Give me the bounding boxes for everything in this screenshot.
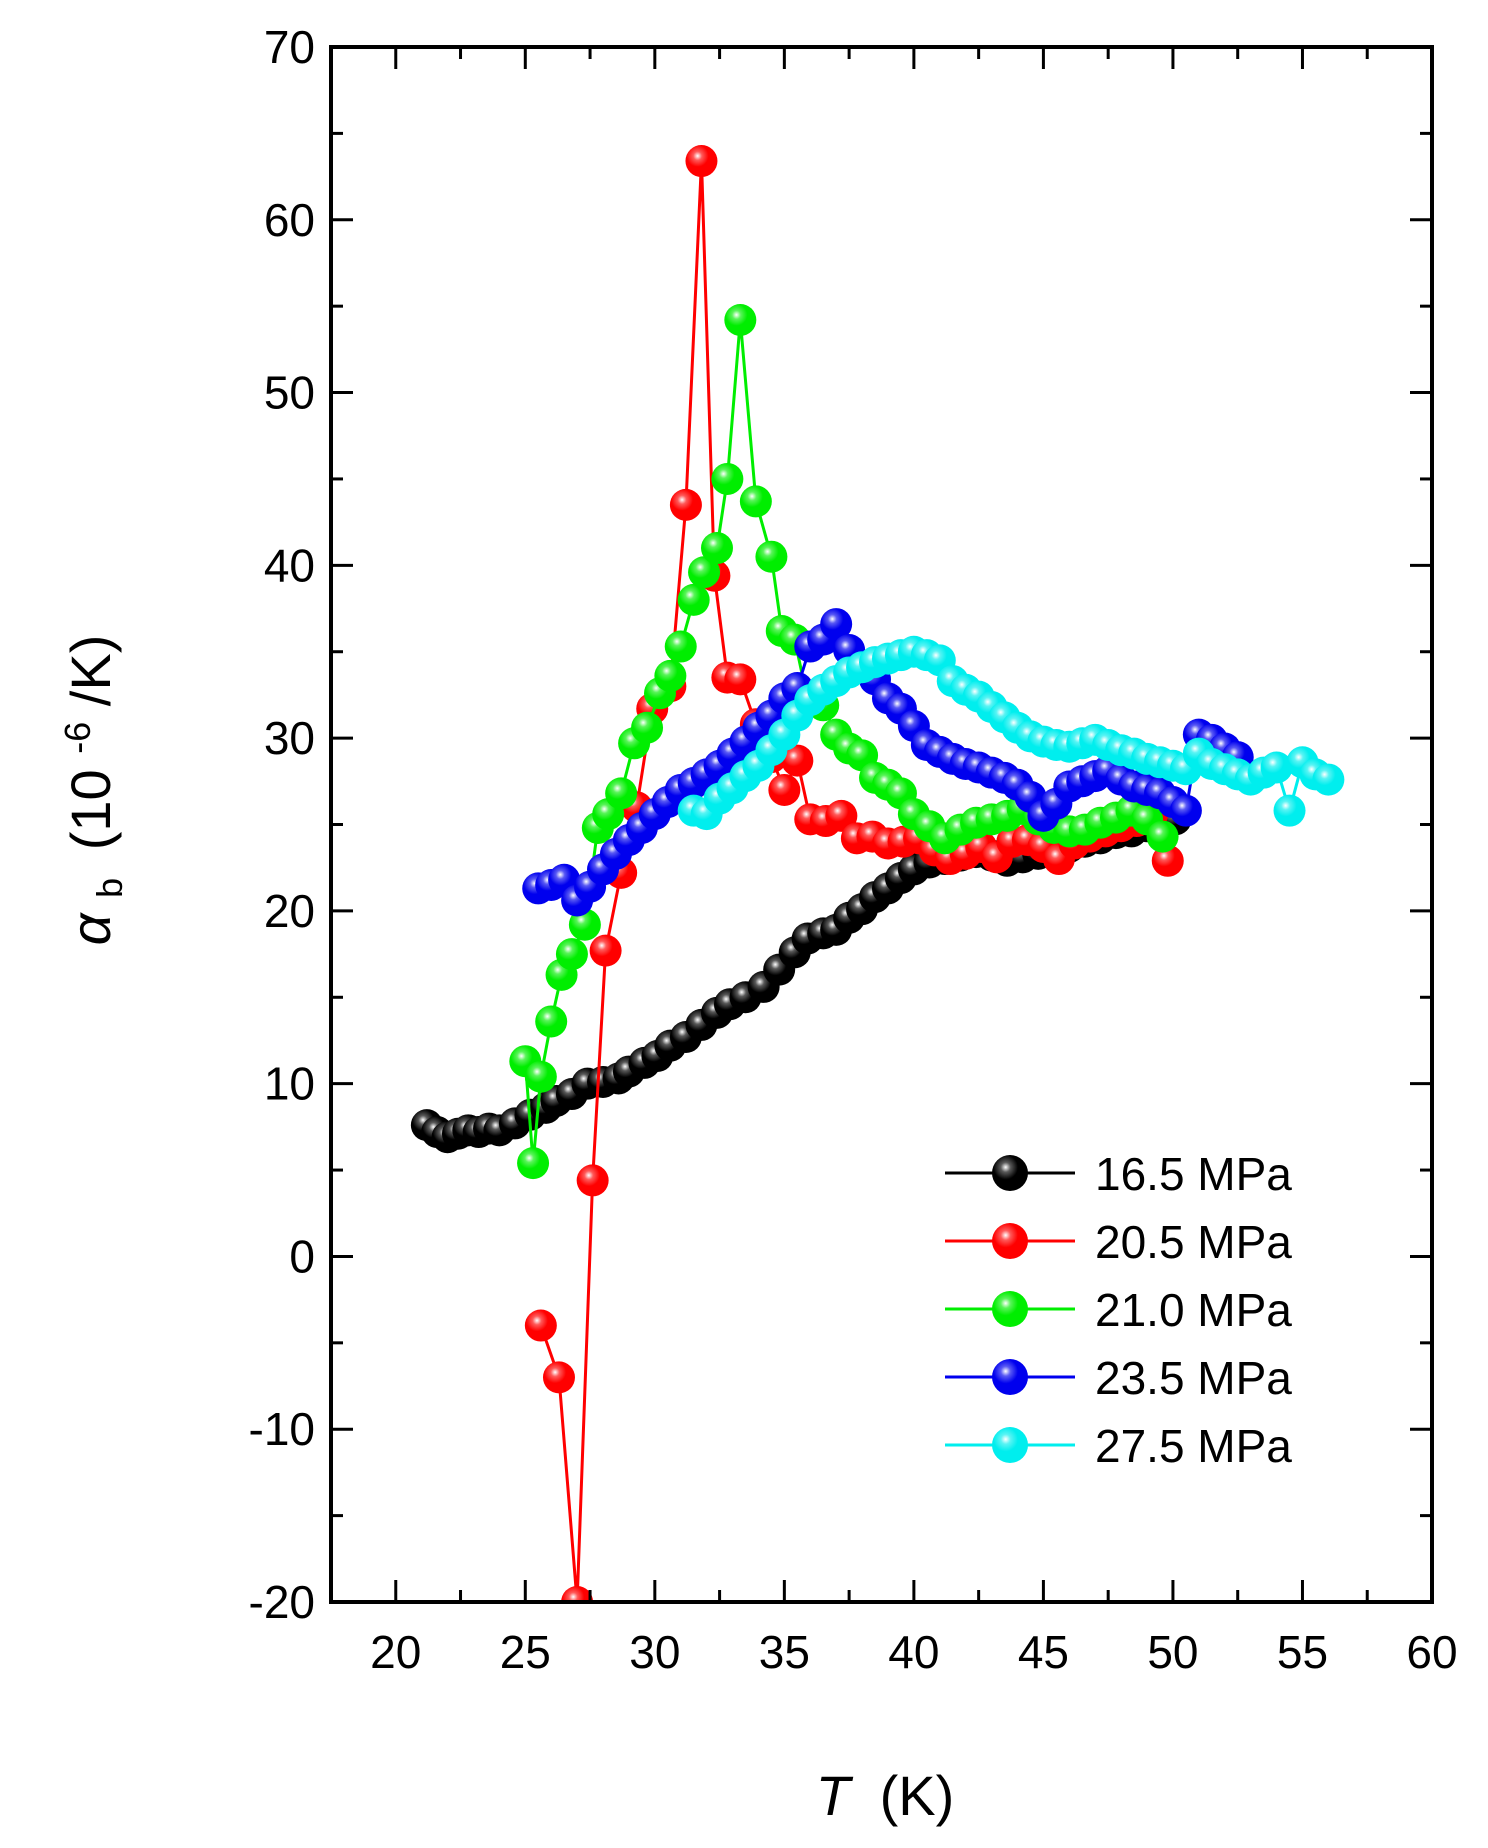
- data-point-highlight: [576, 1164, 609, 1197]
- data-point-highlight: [631, 711, 664, 744]
- y-axis-symbol: α: [59, 911, 122, 945]
- y-tick-label: 30: [264, 712, 315, 764]
- legend-item: 21.0 MPa: [945, 1284, 1292, 1336]
- x-axis-symbol: T: [816, 1764, 854, 1827]
- data-point-highlight: [688, 556, 721, 589]
- data-point-highlight: [524, 1060, 557, 1093]
- x-tick-label: 35: [759, 1626, 810, 1678]
- data-point-highlight: [555, 938, 588, 971]
- data-point-highlight: [535, 1005, 568, 1038]
- y-tick-label: 20: [264, 885, 315, 937]
- y-axis-subscript: b: [89, 878, 130, 898]
- data-point-highlight: [711, 462, 744, 495]
- y-tick-label: -10: [249, 1403, 315, 1455]
- data-point-highlight: [768, 773, 801, 806]
- data-point-highlight: [542, 1361, 575, 1394]
- legend-marker-highlight: [992, 1223, 1028, 1259]
- legend-item: 27.5 MPa: [945, 1420, 1292, 1472]
- x-tick-labels: 20 25 30 35 40 45 50 55 60: [370, 1626, 1457, 1678]
- legend-label: 16.5 MPa: [1095, 1148, 1292, 1200]
- legend-item: 20.5 MPa: [945, 1216, 1292, 1268]
- data-point-highlight: [561, 1586, 594, 1602]
- y-axis-unit-exponent: -6: [57, 722, 98, 754]
- y-tick-label: 10: [264, 1058, 315, 1110]
- data-point-highlight: [605, 777, 638, 810]
- data-point-highlight: [755, 540, 788, 573]
- x-tick-label: 55: [1277, 1626, 1328, 1678]
- x-axis-unit: (K): [880, 1764, 955, 1827]
- x-tick-label: 30: [629, 1626, 680, 1678]
- y-tick-label: 70: [264, 21, 315, 73]
- series-27-5-MPa: [677, 635, 1345, 831]
- legend-label: 20.5 MPa: [1095, 1216, 1292, 1268]
- y-tick-label: 50: [264, 367, 315, 419]
- x-tick-label: 25: [500, 1626, 551, 1678]
- data-point-highlight: [739, 485, 772, 518]
- y-tick-label: 0: [289, 1230, 315, 1282]
- y-axis-title: α b (10 -6 /K): [39, 635, 134, 946]
- data-series-layer: [410, 145, 1345, 1602]
- data-point-highlight: [524, 1309, 557, 1342]
- axis-ticks: [331, 45, 1434, 1604]
- x-tick-label: 40: [888, 1626, 939, 1678]
- data-point-highlight: [654, 659, 687, 692]
- data-point-highlight: [568, 908, 601, 941]
- data-point-highlight: [685, 145, 718, 178]
- legend-marker-highlight: [992, 1427, 1028, 1463]
- data-point-highlight: [1312, 763, 1345, 796]
- series-20-5-MPa: [524, 145, 1184, 1602]
- data-point-highlight: [589, 934, 622, 967]
- data-point-highlight: [669, 488, 702, 521]
- y-axis-unit-suffix: /K): [59, 635, 122, 707]
- legend-item: 23.5 MPa: [945, 1352, 1292, 1404]
- y-axis-unit-prefix: (10: [59, 769, 122, 850]
- data-point-highlight: [820, 608, 853, 641]
- legend: 16.5 MPa 20.5 MPa 21.0 MPa 23.5 MPa 27.5 MPa: [945, 1148, 1292, 1472]
- x-tick-label: 45: [1018, 1626, 1069, 1678]
- y-tick-label: 60: [264, 194, 315, 246]
- data-point-highlight: [700, 532, 733, 565]
- data-point-highlight: [1169, 794, 1202, 827]
- legend-label: 23.5 MPa: [1095, 1352, 1292, 1404]
- data-point-highlight: [1146, 820, 1179, 853]
- x-tick-label: 50: [1147, 1626, 1198, 1678]
- legend-label: 27.5 MPa: [1095, 1420, 1292, 1472]
- legend-marker-highlight: [992, 1359, 1028, 1395]
- y-tick-label: 40: [264, 539, 315, 591]
- legend-marker-highlight: [992, 1291, 1028, 1327]
- plot-data-clip: [410, 145, 1345, 1602]
- x-tick-label: 20: [370, 1626, 421, 1678]
- data-point-highlight: [664, 630, 697, 663]
- y-tick-labels: -20 -10 0 10 20 30 40 50 60 70: [249, 21, 315, 1628]
- data-point-highlight: [1273, 794, 1306, 827]
- legend-marker-highlight: [992, 1155, 1028, 1191]
- legend-item: 16.5 MPa: [945, 1148, 1292, 1200]
- x-tick-label: 60: [1406, 1626, 1457, 1678]
- data-point-highlight: [1151, 844, 1184, 877]
- data-point-highlight: [677, 583, 710, 616]
- data-point-highlight: [517, 1147, 550, 1180]
- x-axis-title: T (K): [816, 1764, 954, 1827]
- data-point-highlight: [825, 799, 858, 832]
- data-point-highlight: [781, 744, 814, 777]
- data-point-highlight: [724, 303, 757, 336]
- data-point-highlight: [724, 663, 757, 696]
- data-point-highlight: [1260, 751, 1293, 784]
- y-tick-label: -20: [249, 1576, 315, 1628]
- legend-label: 21.0 MPa: [1095, 1284, 1292, 1336]
- series-line: [539, 160, 1170, 1602]
